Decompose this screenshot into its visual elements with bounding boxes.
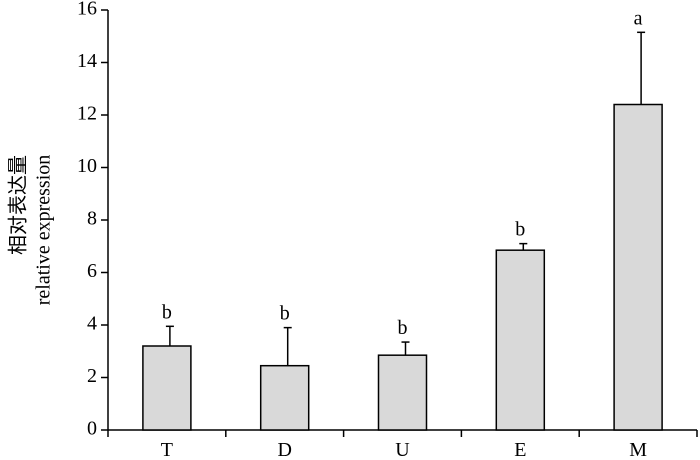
bars: b b b b a <box>142 7 663 431</box>
y-tick-label: 0 <box>87 418 97 440</box>
bar <box>377 354 428 431</box>
y-tick-label: 16 <box>77 0 97 20</box>
y-axis-label-en: relative expression <box>33 155 55 306</box>
y-axis-title: 相对表达量 relative expression <box>7 155 55 306</box>
significance-label: a <box>634 7 643 29</box>
y-tick-label: 2 <box>87 365 97 387</box>
significance-label: b <box>280 303 290 325</box>
bar <box>495 249 546 431</box>
y-axis-label-cn: 相对表达量 <box>7 155 30 255</box>
x-tick-label: D <box>277 439 291 460</box>
y-tick-label: 8 <box>87 208 97 230</box>
y-tick-label: 6 <box>87 260 97 282</box>
bar <box>259 364 310 431</box>
significance-label: b <box>162 301 172 323</box>
bar <box>142 345 192 431</box>
x-tick-label: T <box>161 439 173 460</box>
x-tick-label: U <box>395 439 410 460</box>
x-tick-label: M <box>629 439 647 460</box>
y-tick-label: 4 <box>87 313 97 335</box>
bar <box>613 103 663 431</box>
y-tick-label: 10 <box>77 155 97 177</box>
axes: 0 2 4 6 8 10 12 14 16 T D U E M <box>77 0 698 460</box>
y-tick-label: 14 <box>77 50 97 72</box>
x-tick-label: E <box>514 439 526 460</box>
significance-label: b <box>398 317 408 339</box>
y-tick-label: 12 <box>77 103 97 125</box>
significance-label: b <box>515 219 525 241</box>
